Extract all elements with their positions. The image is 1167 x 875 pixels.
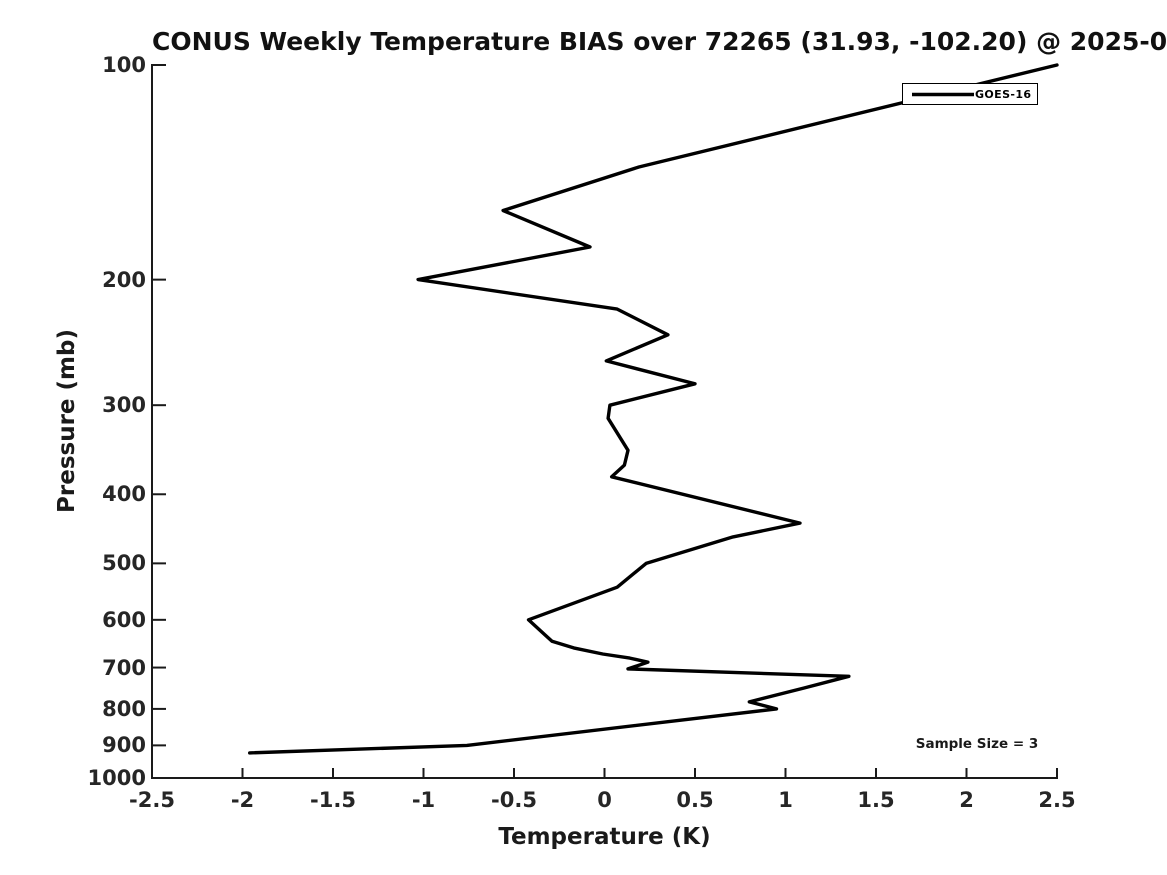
y-tick-label: 300 [102, 393, 146, 418]
x-tick-label: 2 [959, 788, 974, 812]
x-tick-label: 2.5 [1038, 788, 1076, 812]
chart-title: CONUS Weekly Temperature BIAS over 72265… [152, 27, 1167, 56]
y-tick-label: 200 [102, 267, 146, 292]
x-tick-label: 0.5 [676, 788, 714, 812]
x-tick-label: -1 [411, 788, 436, 812]
x-tick-label: -2.5 [129, 788, 175, 812]
y-tick-label: 100 [102, 53, 146, 77]
series-line-goes-16 [247, 63, 1059, 755]
x-tick-label: 0 [597, 788, 612, 812]
y-tick-label: 400 [102, 482, 146, 507]
y-tick-label: 700 [102, 655, 146, 680]
x-tick-label: 1 [778, 788, 793, 812]
legend-series-label: GOES-16 [975, 87, 1032, 101]
y-tick-label: 900 [102, 733, 146, 758]
y-tick-label: 1000 [87, 766, 146, 790]
x-tick-label: -0.5 [491, 788, 537, 812]
x-tick-label: -2 [230, 788, 255, 812]
y-tick-label: 600 [102, 607, 146, 632]
sample-size-annotation: Sample Size = 3 [915, 736, 1039, 752]
y-tick-label: 800 [102, 696, 146, 721]
legend-line-sample-icon [912, 92, 974, 97]
y-tick-label: 500 [102, 551, 146, 576]
x-axis-label: Temperature (K) [498, 824, 711, 850]
x-tick-label: -1.5 [310, 788, 356, 812]
legend: GOES-16 [902, 83, 1038, 105]
x-tick-label: 1.5 [857, 788, 895, 812]
